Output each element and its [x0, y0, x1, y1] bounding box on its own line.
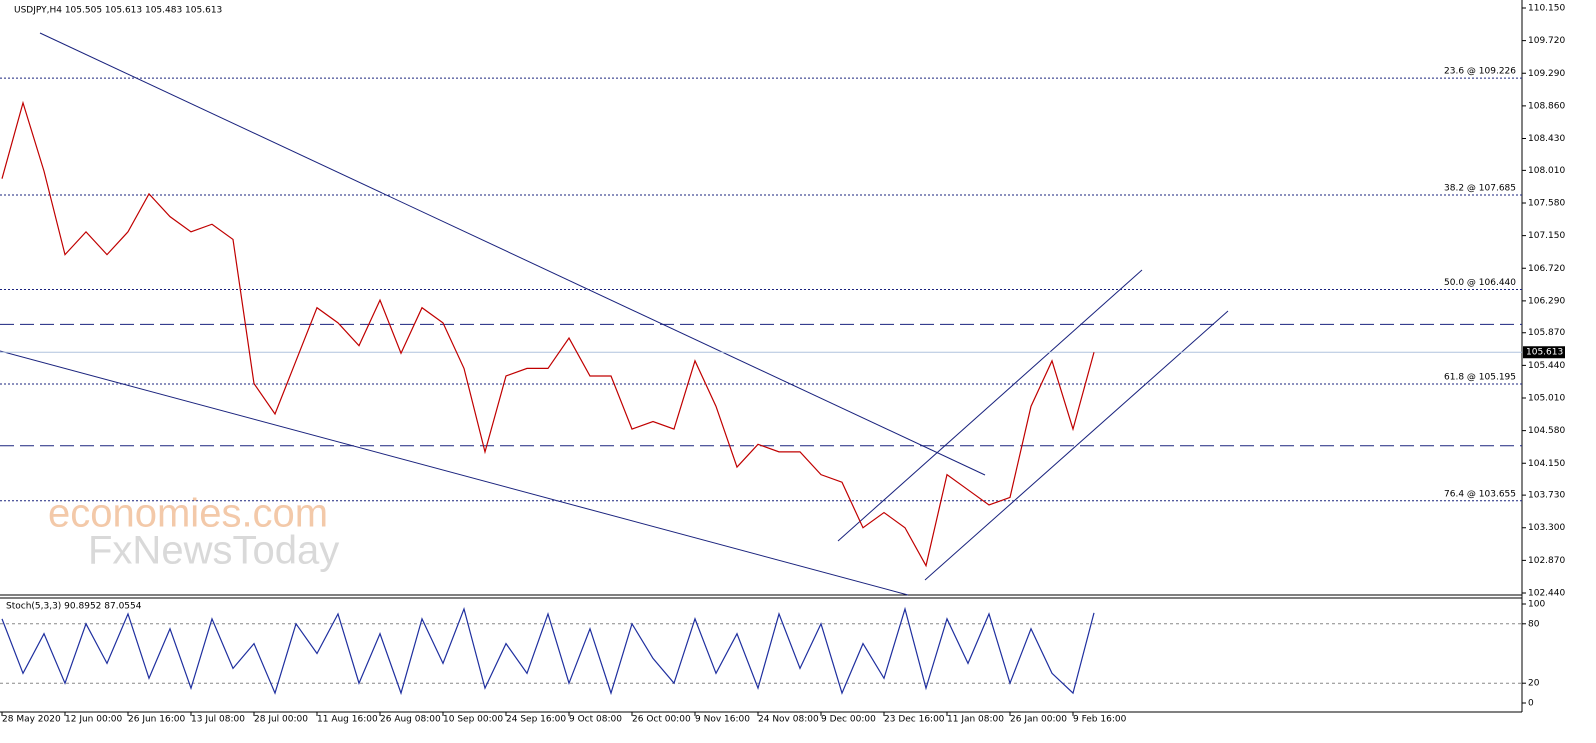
level-label: 76.4 @ 103.655 — [1444, 489, 1516, 499]
trendline — [924, 310, 1229, 581]
price-line — [1, 100, 1095, 568]
x-tick-label: 9 Feb 16:00 — [1073, 715, 1127, 725]
x-tick-label: 10 Sep 00:00 — [443, 715, 503, 725]
last-price-label: 105.613 — [1526, 348, 1563, 358]
x-tick-label: 24 Sep 16:00 — [506, 715, 566, 725]
level-label: 23.6 @ 109.226 — [1444, 67, 1516, 77]
watermark: FxNewsToday — [88, 529, 339, 573]
x-tick-label: 9 Nov 16:00 — [695, 715, 750, 725]
y-tick-label: 108.430 — [1528, 134, 1565, 144]
watermark: economies.com — [48, 492, 328, 536]
y-tick-label: 109.720 — [1528, 36, 1565, 46]
y-tick-label: 108.010 — [1528, 166, 1565, 176]
x-tick-label: 12 Jun 00:00 — [65, 715, 122, 725]
y-tick-label: 108.860 — [1528, 101, 1565, 111]
x-tick-label: 26 Jan 00:00 — [1010, 715, 1067, 725]
x-tick-label: 9 Oct 08:00 — [569, 715, 622, 725]
y-tick-label: 107.580 — [1528, 199, 1565, 209]
y-tick-label: 102.440 — [1528, 589, 1565, 599]
trendline — [0, 350, 909, 596]
y-tick-label: 105.870 — [1528, 328, 1565, 338]
y-tick-label: 100 — [1528, 600, 1545, 610]
x-tick-label: 24 Nov 08:00 — [758, 715, 819, 725]
last-price-box — [1523, 346, 1565, 359]
y-tick-label: 109.290 — [1528, 69, 1565, 79]
y-tick-label: 104.580 — [1528, 426, 1565, 436]
x-tick-label: 26 Oct 00:00 — [632, 715, 691, 725]
y-tick-label: 104.150 — [1528, 459, 1565, 469]
x-tick-label: 13 Jul 08:00 — [191, 715, 245, 725]
x-tick-label: 28 May 2020 — [2, 715, 61, 725]
level-label: 50.0 @ 106.440 — [1444, 278, 1516, 288]
trendline — [39, 32, 986, 476]
level-label: 38.2 @ 107.685 — [1444, 184, 1516, 194]
y-tick-label: 0 — [1528, 699, 1534, 709]
y-tick-label: 107.150 — [1528, 231, 1565, 241]
y-tick-label: 103.300 — [1528, 523, 1565, 533]
y-tick-label: 110.150 — [1528, 4, 1565, 14]
level-label: 61.8 @ 105.195 — [1444, 372, 1516, 382]
x-tick-label: 9 Dec 00:00 — [821, 715, 876, 725]
y-tick-label: 105.010 — [1528, 394, 1565, 404]
y-tick-label: 106.720 — [1528, 264, 1565, 274]
y-tick-label: 80 — [1528, 619, 1540, 629]
y-tick-label: 20 — [1528, 679, 1540, 689]
indicator-title: Stoch(5,3,3) 90.8952 87.0554 — [6, 602, 142, 612]
x-tick-label: 11 Aug 16:00 — [317, 715, 378, 725]
y-tick-label: 105.440 — [1528, 361, 1565, 371]
chart-title: USDJPY,H4 105.505 105.613 105.483 105.61… — [14, 6, 222, 16]
y-tick-label: 106.290 — [1528, 296, 1565, 306]
x-tick-label: 26 Aug 08:00 — [380, 715, 441, 725]
x-tick-label: 26 Jun 16:00 — [128, 715, 185, 725]
y-tick-label: 103.730 — [1528, 491, 1565, 501]
trendline — [837, 269, 1143, 542]
price-line — [1, 606, 1095, 696]
x-tick-label: 11 Jan 08:00 — [947, 715, 1004, 725]
x-tick-label: 23 Dec 16:00 — [884, 715, 945, 725]
y-tick-label: 102.870 — [1528, 556, 1565, 566]
x-tick-label: 28 Jul 00:00 — [254, 715, 308, 725]
